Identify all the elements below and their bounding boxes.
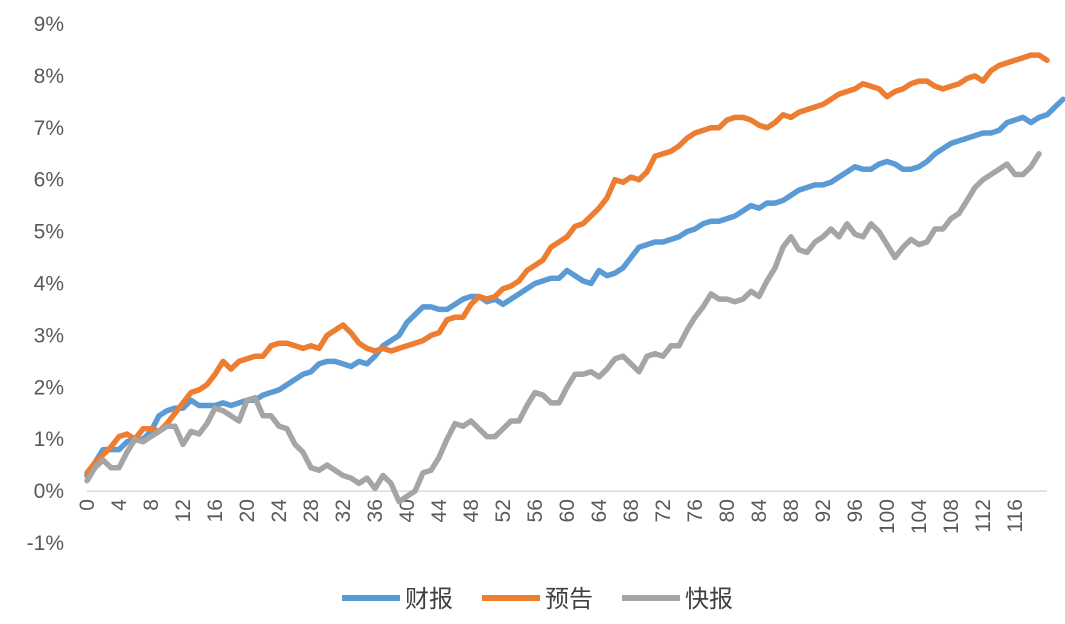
y-tick-label: -1% (27, 532, 64, 555)
y-tick-label: 3% (34, 324, 64, 347)
x-tick-label: 116 (1004, 499, 1027, 532)
x-tick-label: 56 (524, 499, 547, 522)
x-tick-label: 108 (940, 499, 963, 534)
x-tick-label: 36 (364, 499, 387, 522)
y-tick-label: 0% (34, 480, 64, 503)
x-tick-label: 40 (396, 499, 419, 522)
x-tick-label: 64 (588, 499, 611, 523)
x-tick-label: 16 (204, 499, 227, 522)
y-tick-label: 5% (34, 221, 64, 244)
x-tick-label: 48 (460, 499, 483, 522)
x-tick-label: 8 (140, 499, 163, 511)
y-tick-label: 1% (34, 428, 64, 451)
x-tick-label: 52 (492, 499, 515, 522)
x-tick-label: 24 (268, 499, 291, 523)
x-tick-label: 0 (76, 499, 99, 511)
x-tick-label: 12 (172, 499, 195, 522)
legend-label: 快报 (685, 585, 733, 613)
x-tick-label: 4 (108, 499, 131, 511)
x-tick-label: 68 (620, 499, 643, 522)
legend: 财报 预告 快报 (342, 585, 733, 613)
x-tick-label: 20 (236, 499, 259, 522)
legend-label: 预告 (545, 585, 593, 613)
y-tick-label: 2% (34, 376, 64, 399)
series-line-2 (84, 52, 1050, 476)
x-tick-label: 60 (556, 499, 579, 522)
y-tick-label: 4% (34, 273, 64, 296)
y-tick-label: 9% (34, 13, 64, 36)
y-tick-label: 6% (34, 169, 64, 192)
x-tick-label: 112 (972, 499, 995, 532)
x-tick-label: 72 (652, 499, 675, 522)
legend-label: 财报 (405, 585, 453, 613)
x-tick-label: 80 (716, 499, 739, 522)
x-tick-label: 96 (844, 499, 867, 522)
x-tick-label: 76 (684, 499, 707, 522)
x-tick-label: 44 (428, 499, 451, 523)
x-tick-label: 100 (876, 499, 899, 534)
x-tick-label: 32 (332, 499, 355, 522)
series-line-3 (84, 151, 1042, 505)
x-axis: 0 4 8 12 16 20 24 28 32 36 40 44 48 52 56 60 64 68 72 76 80 8… (76, 490, 1047, 534)
x-tick-label: 88 (780, 499, 803, 522)
x-tick-label: 92 (812, 499, 835, 522)
x-tick-label: 28 (300, 499, 323, 522)
series-layer (84, 52, 1065, 505)
y-tick-label: 8% (34, 65, 64, 88)
x-tick-label: 104 (908, 499, 931, 534)
x-tick-label: 84 (748, 499, 771, 523)
y-axis: -1% 0% 1% 2% 3% 4% 5% 6% 7% 8% 9% (27, 13, 64, 555)
y-tick-label: 7% (34, 117, 64, 140)
